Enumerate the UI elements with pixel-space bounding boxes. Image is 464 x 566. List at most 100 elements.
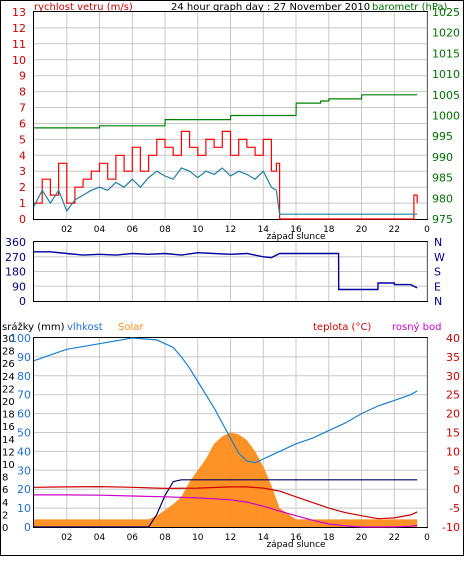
rain-line [34,479,418,528]
p1-sunset-annotation: západ slunce [266,232,326,242]
direction-tick: 180 [5,266,26,279]
temperature-tick: -10 [442,521,460,534]
axis-labels: 0123456789101112139759809859909951000100… [2,6,460,550]
barometer-tick: 980 [432,192,453,205]
rain-tick: 30 [2,334,15,345]
p3-x-tick: 02 [61,533,72,543]
barometer-tick: 995 [432,130,453,143]
direction-tick: 90 [12,280,26,293]
temperature-tick: -5 [449,502,460,515]
humidity-tick: 70 [17,389,31,402]
humidity-tick: 60 [17,408,31,421]
temperature-tick: 0 [453,483,460,496]
p3-x-tick: 16 [290,533,302,543]
graph-title: 24 hour graph day : 27 November 2010 [171,2,370,13]
p3-sunset-annotation: západ slunce [266,540,326,550]
rain-tick: 10 [2,460,15,471]
temperature-tick: 10 [446,445,460,458]
p1-x-tick: 02 [61,225,72,235]
p3-x-tick: 20 [356,533,368,543]
temperature-line [33,485,418,520]
barometer-tick: 1005 [432,89,460,102]
wind-speed-label: rychlost vetru (m/s) [34,2,133,13]
dew-point-label: rosný bod [392,321,441,333]
p3-x-tick: 22 [389,533,400,543]
barometer-label: barometr (hPa) [372,2,448,13]
p1-x-tick: 0 [424,225,430,235]
wind-speed-tick: 8 [19,86,26,99]
barometer-tick: 1020 [432,27,460,40]
wind-speed-tick: 5 [19,133,26,146]
p1-x-tick: 22 [389,225,400,235]
direction-tick: 0 [19,295,26,308]
rain-label: srážky (mm) [2,321,65,333]
rain-tick: 20 [2,397,15,408]
compass-tick: N [434,295,442,308]
p1-x-tick: 18 [323,225,335,235]
p1-x-tick: 04 [94,225,106,235]
direction-tick: 360 [5,236,26,249]
rain-tick: 22 [2,384,15,395]
p1-x-tick: 10 [192,225,204,235]
compass-tick: N [434,236,442,249]
temperature-label: teplota (°C) [313,322,371,333]
plot-wind-direction [34,251,418,291]
plot-temperature-humidity [33,337,418,528]
wind-speed-tick: 2 [19,181,26,194]
wind-direction-line [34,251,418,291]
humidity-tick: 10 [17,502,31,515]
rain-tick: 14 [2,435,15,446]
wind-speed-tick: 11 [12,38,26,51]
p3-x-tick: 06 [127,533,139,543]
plot-wind-pressure [33,94,418,220]
barometer-tick: 1010 [432,68,460,81]
p1-x-tick: 08 [159,225,171,235]
rain-tick: 8 [2,473,8,484]
temperature-tick: 15 [446,427,460,440]
humidity-tick: 0 [24,521,31,534]
p1-x-tick: 12 [225,225,236,235]
p3-x-tick: 12 [225,533,236,543]
wind-speed-tick: 10 [12,54,26,67]
temperature-tick: 5 [453,464,460,477]
p1-x-tick: 14 [258,225,270,235]
p3-x-tick: 0 [424,533,430,543]
pressure-line [34,94,418,129]
rain-tick: 2 [2,510,8,521]
wind-gust-line [34,130,418,220]
wind-speed-tick: 7 [19,102,26,115]
humidity-tick: 40 [17,445,31,458]
dew-point-line [34,494,418,528]
p3-x-tick: 10 [192,533,204,543]
rain-tick: 28 [2,347,15,358]
compass-tick: S [434,266,441,279]
humidity-line [33,337,418,464]
humidity-tick: 20 [17,483,31,496]
humidity-tick: 30 [17,464,31,477]
barometer-tick: 1000 [432,110,460,123]
rain-tick: 6 [2,485,8,496]
compass-tick: E [434,280,441,293]
wind-speed-tick: 13 [12,6,26,19]
wind-speed-tick: 6 [19,118,26,131]
direction-tick: 270 [5,251,26,264]
humidity-label: vlhkost [67,322,103,333]
rain-tick: 4 [2,498,8,509]
barometer-tick: 1025 [432,6,460,19]
humidity-tick: 90 [17,351,31,364]
wind-speed-tick: 4 [19,149,26,162]
wind-speed-tick: 0 [19,213,26,226]
barometer-tick: 1015 [432,47,460,60]
solar-label: Solar [118,322,144,333]
barometer-tick: 975 [432,213,453,226]
wind-speed-tick: 12 [12,22,26,35]
wind-speed-tick: 9 [19,70,26,83]
rain-tick: 24 [2,372,15,383]
p3-x-tick: 08 [159,533,171,543]
p1-x-tick: 16 [290,225,302,235]
barometer-tick: 990 [432,151,453,164]
humidity-tick: 100 [10,332,31,345]
rain-tick: 18 [2,410,15,421]
